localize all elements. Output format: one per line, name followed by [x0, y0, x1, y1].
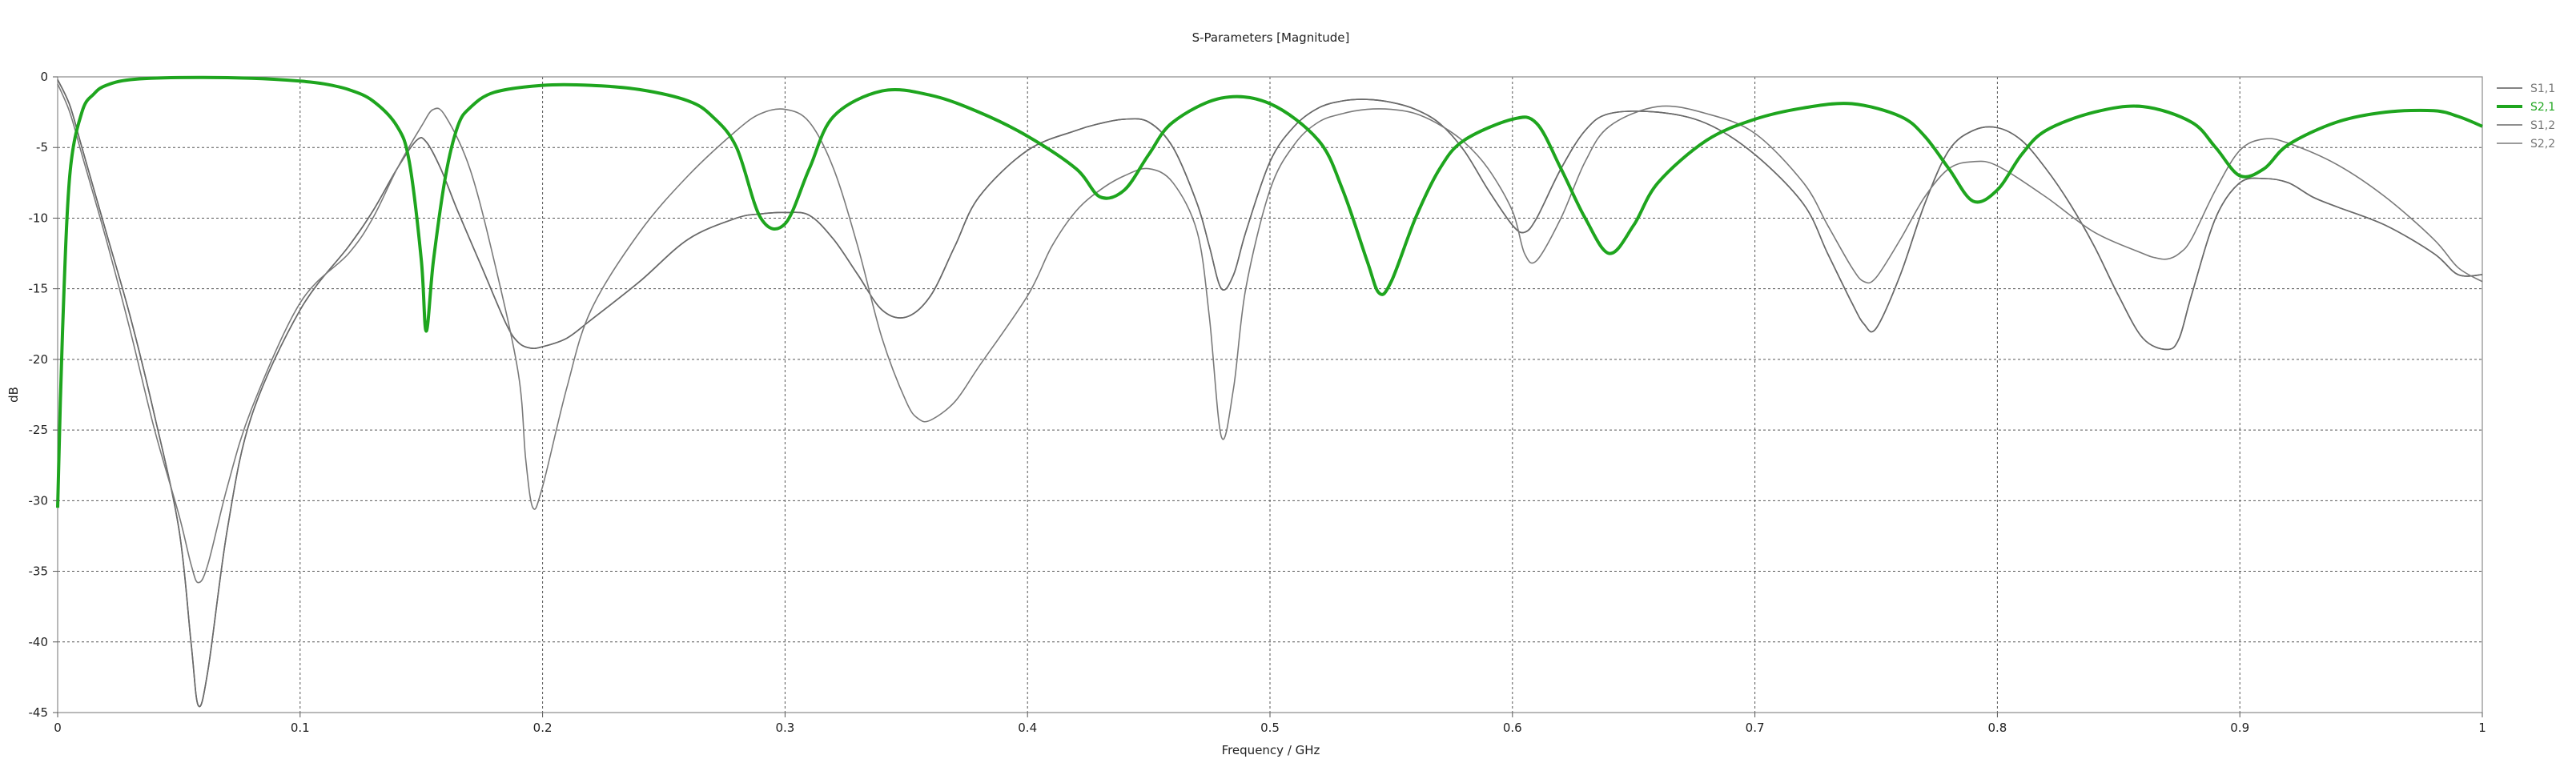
grid-lines: [58, 77, 2482, 713]
y-tick-label: -30: [29, 493, 49, 508]
legend-label: S2,1: [2530, 101, 2555, 114]
y-tick-label: -5: [36, 140, 48, 155]
y-tick-label: 0: [40, 70, 48, 84]
legend-label: S1,1: [2530, 82, 2555, 95]
y-tick-label: -45: [29, 705, 49, 720]
y-tick-label: -35: [29, 564, 49, 579]
y-tick-label: -40: [29, 635, 49, 649]
x-tick-label: 0.8: [1987, 721, 2007, 735]
y-axis-label: dB: [6, 387, 21, 403]
y-tick-label: -25: [29, 423, 49, 437]
y-tick-label: -20: [29, 352, 49, 367]
x-tick-labels: 0 0.1 0.2 0.3 0.4 0.5 0.6 0.7 0.8 0.9 1: [54, 713, 2486, 735]
x-tick-label: 0.3: [775, 721, 794, 735]
x-axis-label: Frequency / GHz: [1222, 743, 1320, 757]
x-tick-label: 0.5: [1260, 721, 1280, 735]
y-tick-labels: 0 -5 -10 -15 -20 -25 -30 -35 -40 -45: [29, 70, 58, 720]
y-tick-label: -10: [29, 211, 49, 225]
legend-label: S2,2: [2530, 138, 2555, 151]
series-line-s12: [57, 79, 2483, 708]
curves: [56, 75, 2483, 708]
y-tick-label: -15: [29, 282, 49, 296]
x-tick-label: 0.4: [1018, 721, 1037, 735]
legend: S1,1 S2,1 S1,2 S2,2: [2497, 82, 2555, 151]
x-tick-label: 0.9: [2230, 721, 2249, 735]
legend-label: S1,2: [2530, 119, 2555, 132]
x-tick-label: 0.7: [1746, 721, 1765, 735]
x-tick-label: 0: [54, 721, 62, 735]
x-tick-label: 0.2: [533, 721, 553, 735]
x-tick-label: 1: [2478, 721, 2486, 735]
x-tick-label: 0.6: [1503, 721, 1522, 735]
series-line-s22: [57, 83, 2483, 584]
x-tick-label: 0.1: [291, 721, 310, 735]
series-line-s21: [56, 75, 2483, 508]
chart-title: S-Parameters [Magnitude]: [1192, 30, 1350, 45]
